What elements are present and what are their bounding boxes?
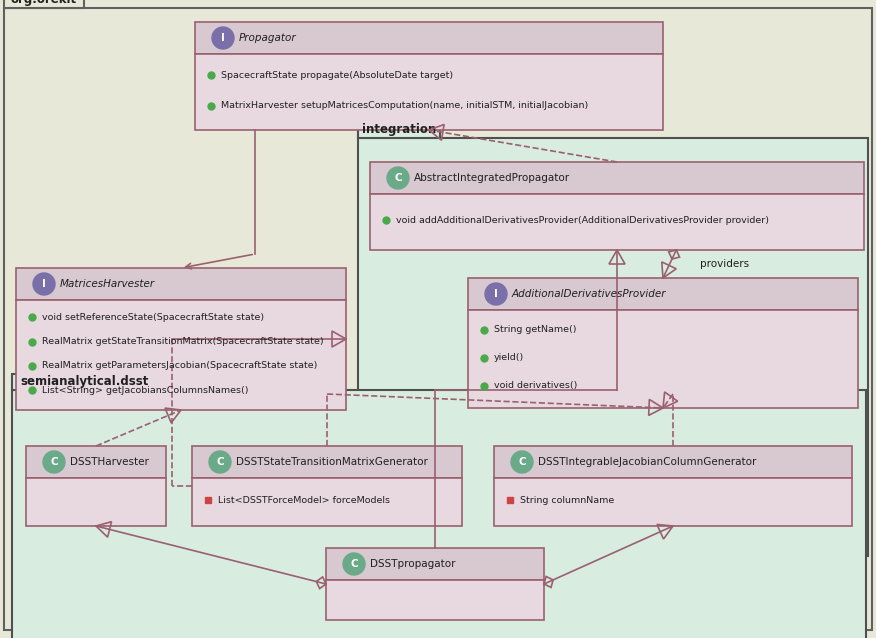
- FancyBboxPatch shape: [468, 310, 858, 408]
- FancyBboxPatch shape: [12, 374, 157, 390]
- FancyBboxPatch shape: [370, 162, 864, 194]
- Text: List<DSSTForceModel> forceModels: List<DSSTForceModel> forceModels: [218, 496, 390, 505]
- FancyBboxPatch shape: [468, 278, 858, 310]
- Circle shape: [485, 283, 507, 305]
- FancyBboxPatch shape: [26, 478, 166, 526]
- Circle shape: [343, 553, 365, 575]
- Text: RealMatrix getParametersJacobian(SpacecraftState state): RealMatrix getParametersJacobian(Spacecr…: [42, 362, 317, 371]
- Text: yield(): yield(): [494, 353, 524, 362]
- FancyBboxPatch shape: [12, 390, 866, 638]
- Text: MatricesHarvester: MatricesHarvester: [60, 279, 155, 289]
- Text: I: I: [42, 279, 46, 289]
- Text: DSSTHarvester: DSSTHarvester: [70, 457, 149, 467]
- Text: org.orekit: org.orekit: [11, 0, 77, 6]
- Circle shape: [387, 167, 409, 189]
- FancyBboxPatch shape: [26, 446, 166, 478]
- Text: C: C: [350, 559, 357, 569]
- Text: DSSTStateTransitionMatrixGenerator: DSSTStateTransitionMatrixGenerator: [236, 457, 427, 467]
- Text: void setReferenceState(SpacecraftState state): void setReferenceState(SpacecraftState s…: [42, 313, 265, 322]
- Circle shape: [33, 273, 55, 295]
- FancyBboxPatch shape: [195, 54, 663, 130]
- Text: semianalytical.dsst: semianalytical.dsst: [20, 376, 149, 389]
- FancyBboxPatch shape: [326, 548, 544, 580]
- Text: List<String> getJacobiansColumnsNames(): List<String> getJacobiansColumnsNames(): [42, 386, 249, 395]
- FancyBboxPatch shape: [192, 446, 462, 478]
- Text: C: C: [216, 457, 223, 467]
- FancyBboxPatch shape: [195, 22, 663, 54]
- Text: C: C: [394, 173, 402, 183]
- FancyBboxPatch shape: [494, 446, 852, 478]
- FancyBboxPatch shape: [494, 478, 852, 526]
- Text: providers: providers: [700, 259, 749, 269]
- Circle shape: [43, 451, 65, 473]
- Circle shape: [212, 27, 234, 49]
- Text: C: C: [519, 457, 526, 467]
- Text: Propagator: Propagator: [239, 33, 297, 43]
- Text: MatrixHarvester setupMatricesComputation(name, initialSTM, initialJacobian): MatrixHarvester setupMatricesComputation…: [221, 101, 589, 110]
- FancyBboxPatch shape: [4, 0, 84, 8]
- Text: String getName(): String getName(): [494, 325, 576, 334]
- Text: C: C: [50, 457, 58, 467]
- Text: void derivatives(): void derivatives(): [494, 381, 577, 390]
- FancyBboxPatch shape: [16, 268, 346, 300]
- Text: AdditionalDerivativesProvider: AdditionalDerivativesProvider: [512, 289, 667, 299]
- Text: void addAdditionalDerivativesProvider(AdditionalDerivativesProvider provider): void addAdditionalDerivativesProvider(Ad…: [396, 216, 769, 225]
- Text: SpacecraftState propagate(AbsoluteDate target): SpacecraftState propagate(AbsoluteDate t…: [221, 71, 453, 80]
- FancyBboxPatch shape: [358, 122, 440, 138]
- FancyBboxPatch shape: [358, 138, 868, 556]
- FancyBboxPatch shape: [16, 300, 346, 410]
- FancyBboxPatch shape: [370, 194, 864, 250]
- Text: DSSTIntegrableJacobianColumnGenerator: DSSTIntegrableJacobianColumnGenerator: [538, 457, 756, 467]
- FancyBboxPatch shape: [4, 8, 872, 630]
- Text: DSSTpropagator: DSSTpropagator: [370, 559, 456, 569]
- Text: integration: integration: [362, 124, 436, 137]
- Text: String columnName: String columnName: [520, 496, 614, 505]
- Circle shape: [511, 451, 533, 473]
- FancyBboxPatch shape: [326, 580, 544, 620]
- Text: I: I: [221, 33, 225, 43]
- Text: RealMatrix getStateTransitionMatrix(SpacecraftState state): RealMatrix getStateTransitionMatrix(Spac…: [42, 337, 323, 346]
- Text: AbstractIntegratedPropagator: AbstractIntegratedPropagator: [414, 173, 570, 183]
- FancyBboxPatch shape: [192, 478, 462, 526]
- Circle shape: [209, 451, 231, 473]
- Text: I: I: [494, 289, 498, 299]
